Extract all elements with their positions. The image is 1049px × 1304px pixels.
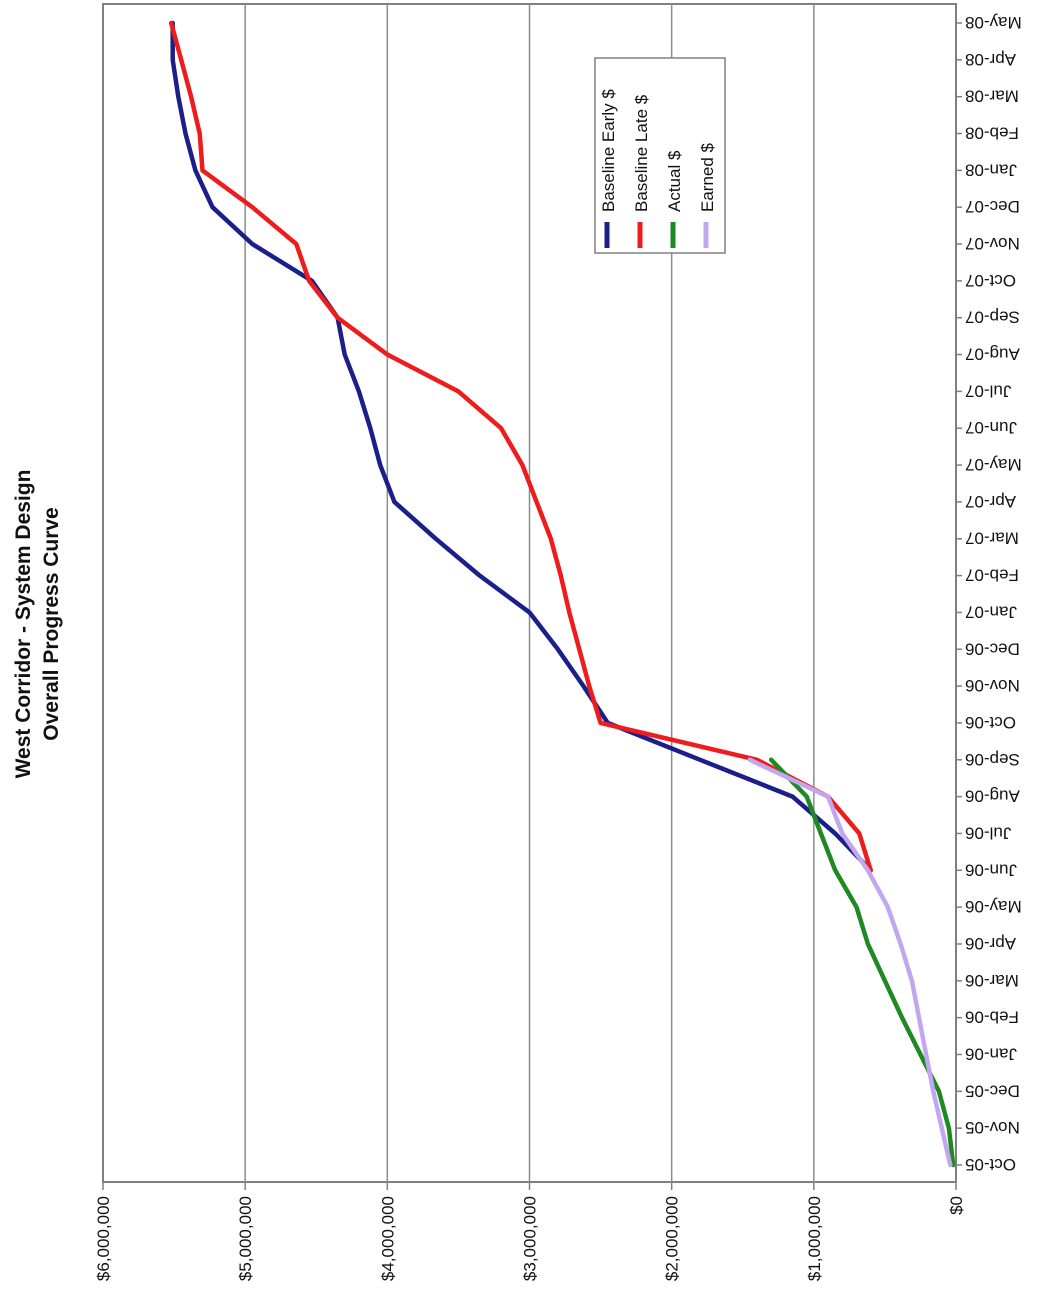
value-tick-label: $5,000,000 bbox=[236, 1196, 255, 1281]
category-tick-label: Sep-07 bbox=[965, 308, 1020, 327]
category-tick-label: Jun-06 bbox=[965, 860, 1017, 879]
legend-box bbox=[594, 57, 726, 254]
category-tick-label: Jan-07 bbox=[965, 602, 1017, 621]
legend-label: Earned $ bbox=[698, 142, 717, 212]
category-tick-label: Feb-06 bbox=[965, 1008, 1019, 1027]
category-tick-label: Oct-05 bbox=[965, 1155, 1016, 1174]
category-tick-label: Nov-06 bbox=[965, 676, 1020, 695]
category-tick-label: Aug-07 bbox=[965, 345, 1020, 364]
value-tick-label: $3,000,000 bbox=[521, 1196, 540, 1281]
category-tick-label: Apr-07 bbox=[965, 492, 1016, 511]
value-tick-label: $4,000,000 bbox=[378, 1196, 397, 1281]
legend-label: Baseline Early $ bbox=[599, 89, 618, 212]
category-tick-label: Dec-07 bbox=[965, 197, 1020, 216]
category-tick-label: Apr-08 bbox=[965, 50, 1016, 69]
category-tick-label: May-08 bbox=[965, 13, 1022, 32]
category-tick-label: May-06 bbox=[965, 897, 1022, 916]
category-tick-label: Apr-06 bbox=[965, 934, 1016, 953]
series-lines bbox=[168, 20, 956, 1168]
category-tick-label: Jan-06 bbox=[965, 1044, 1017, 1063]
value-tick-label: $0 bbox=[947, 1196, 966, 1215]
value-tick-label: $6,000,000 bbox=[94, 1196, 113, 1281]
category-tick-label: Dec-05 bbox=[965, 1081, 1020, 1100]
value-tick-label: $1,000,000 bbox=[805, 1196, 824, 1281]
value-tick-label: $2,000,000 bbox=[663, 1196, 682, 1281]
category-tick-label: May-07 bbox=[965, 455, 1022, 474]
legend-label: Actual $ bbox=[665, 150, 684, 212]
category-tick-label: Jul-07 bbox=[965, 381, 1011, 400]
category-tick-label: Nov-07 bbox=[965, 234, 1020, 253]
category-tick-label: Sep-06 bbox=[965, 750, 1020, 769]
category-tick-label: Feb-07 bbox=[965, 566, 1019, 585]
legend-label: Baseline Late $ bbox=[632, 94, 651, 212]
series-line bbox=[747, 757, 953, 1168]
chart-title: West Corridor - System Design bbox=[12, 470, 35, 779]
category-tick-label: Jul-06 bbox=[965, 823, 1011, 842]
series-line bbox=[168, 20, 873, 873]
category-tick-label: Mar-06 bbox=[965, 971, 1019, 990]
category-tick-label: Mar-07 bbox=[965, 529, 1019, 548]
chart-subtitle: Overall Progress Curve bbox=[40, 507, 63, 740]
series-line bbox=[768, 757, 956, 1168]
category-tick-label: Dec-06 bbox=[965, 639, 1020, 658]
category-tick-label: Feb-08 bbox=[965, 124, 1019, 143]
category-tick-label: Oct-07 bbox=[965, 271, 1016, 290]
category-tick-label: Mar-08 bbox=[965, 87, 1019, 106]
category-tick-label: Oct-06 bbox=[965, 713, 1016, 732]
category-tick-label: Aug-06 bbox=[965, 787, 1020, 806]
category-tick-label: Nov-05 bbox=[965, 1118, 1020, 1137]
category-tick-label: Jun-07 bbox=[965, 418, 1017, 437]
category-tick-label: Jan-08 bbox=[965, 160, 1017, 179]
axes: $0 $1,000,000 $2,000,000 $3,000,000 $4,000,0… bbox=[94, 13, 1022, 1281]
legend: Baseline Early $ Baseline Late $ Actual $ E… bbox=[594, 57, 726, 254]
